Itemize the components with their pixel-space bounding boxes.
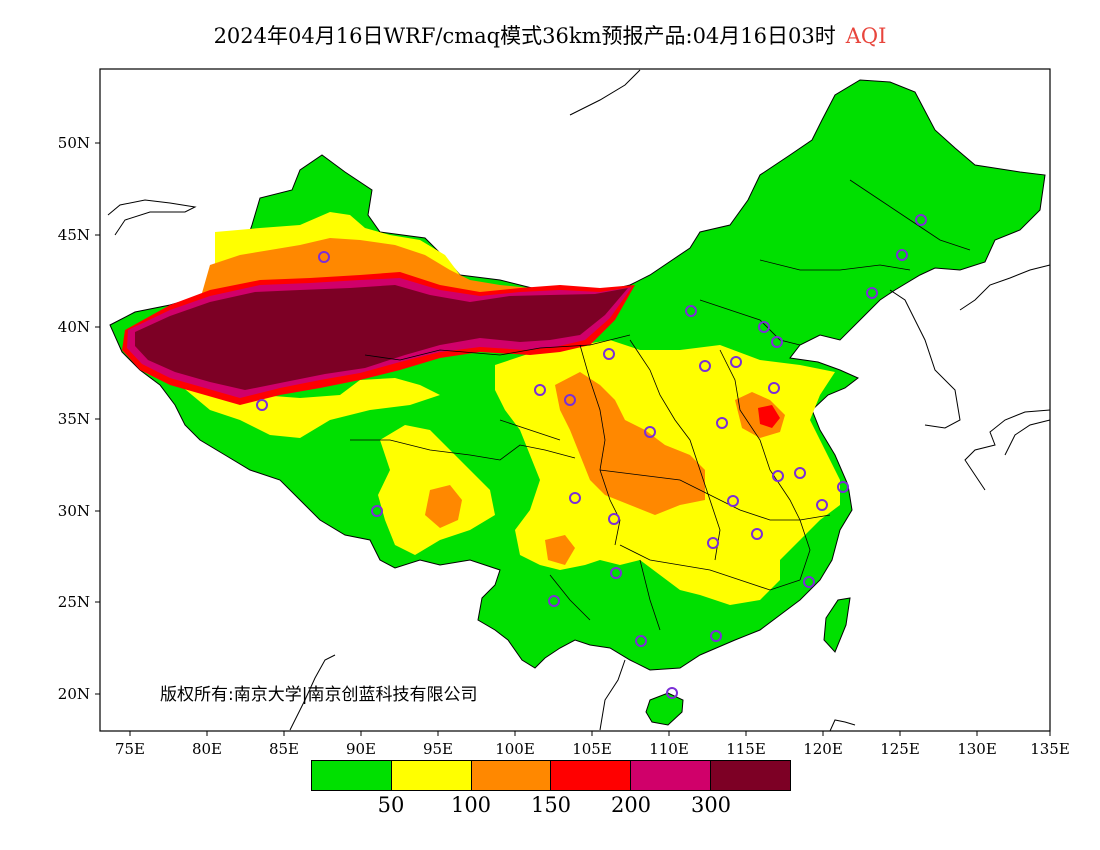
legend-swatch-unhealthy	[551, 761, 632, 790]
legend-label: 50	[377, 793, 405, 817]
station-marker	[915, 214, 927, 226]
region-unhealthy-spot	[758, 405, 780, 428]
region-sensitive-tibet	[425, 485, 462, 528]
station-marker	[727, 495, 739, 507]
station-marker	[666, 687, 678, 699]
station-marker	[716, 417, 728, 429]
legend-label: 200	[610, 793, 652, 817]
station-marker	[771, 336, 783, 348]
y-tick-label: 30N	[58, 502, 90, 520]
station-marker	[866, 287, 878, 299]
region-hazardous	[135, 285, 628, 390]
legend-swatch-sensitive	[471, 761, 552, 790]
y-tick-labels: 50N 45N 40N 35N 30N 25N 20N	[58, 134, 90, 703]
station-marker	[751, 528, 763, 540]
y-tick-label: 40N	[58, 318, 90, 336]
station-marker	[610, 567, 622, 579]
legend-label: 150	[530, 793, 572, 817]
coastlines	[107, 69, 1051, 732]
station-marker	[603, 348, 615, 360]
x-tick-label: 105E	[572, 740, 612, 758]
station-marker	[256, 399, 268, 411]
y-tick-label: 25N	[58, 593, 90, 611]
station-marker	[371, 505, 383, 517]
station-marker	[699, 360, 711, 372]
map-title: 2024年04月16日WRF/cmaq模式36km预报产品:04月16日03时 A…	[0, 20, 1100, 50]
station-marker	[794, 467, 806, 479]
x-tick-label: 90E	[346, 740, 376, 758]
station-marker	[564, 394, 576, 406]
x-tick-label: 75E	[115, 740, 145, 758]
station-marker	[758, 321, 770, 333]
station-marker	[896, 249, 908, 261]
station-marker	[685, 305, 697, 317]
station-marker	[534, 384, 546, 396]
station-marker	[707, 537, 719, 549]
station-marker	[816, 499, 828, 511]
region-sensitive-sichuan	[555, 372, 705, 515]
title-variable: AQI	[845, 24, 887, 48]
legend-label: 100	[450, 793, 492, 817]
legend-swatch-moderate	[391, 761, 472, 790]
y-axis	[95, 142, 100, 695]
legend-swatch-hazardous	[711, 761, 790, 790]
region-sensitive-yunnan	[545, 535, 575, 565]
legend-swatch-very-unhealthy	[631, 761, 712, 790]
station-markers	[256, 214, 927, 699]
station-marker	[768, 382, 780, 394]
x-tick-labels: 75E 80E 85E 90E 95E 100E 105E 110E 115E …	[115, 740, 1070, 758]
x-tick-label: 85E	[269, 740, 299, 758]
legend-label: 300	[690, 793, 732, 817]
station-marker	[569, 492, 581, 504]
y-tick-label: 45N	[58, 226, 90, 244]
x-tick-label: 130E	[957, 740, 997, 758]
region-moderate-southwest	[180, 378, 440, 438]
station-marker	[710, 630, 722, 642]
station-marker	[548, 595, 560, 607]
x-axis	[129, 731, 1051, 736]
province-boundaries	[350, 179, 971, 631]
y-tick-label: 35N	[58, 410, 90, 428]
color-legend	[311, 760, 791, 791]
station-marker	[644, 426, 656, 438]
hainan-island	[645, 692, 684, 726]
x-tick-label: 135E	[1030, 740, 1070, 758]
station-marker	[635, 635, 647, 647]
station-marker	[772, 470, 784, 482]
x-tick-label: 110E	[649, 740, 689, 758]
title-main: 2024年04月16日WRF/cmaq模式36km预报产品:04月16日03时	[213, 24, 836, 48]
station-marker	[803, 576, 815, 588]
x-tick-label: 100E	[495, 740, 535, 758]
x-tick-label: 115E	[726, 740, 766, 758]
taiwan-island	[823, 597, 851, 653]
map-frame-border	[99, 68, 1051, 732]
station-marker	[608, 513, 620, 525]
station-marker	[837, 481, 849, 493]
x-tick-label: 125E	[880, 740, 920, 758]
y-tick-label: 50N	[58, 134, 90, 152]
station-marker	[318, 251, 330, 263]
legend-swatch-good	[312, 761, 392, 790]
copyright-notice: 版权所有:南京大学|南京创蓝科技有限公司	[160, 685, 478, 705]
x-tick-label: 120E	[803, 740, 843, 758]
x-tick-label: 80E	[192, 740, 222, 758]
x-tick-label: 95E	[423, 740, 453, 758]
station-marker	[730, 356, 742, 368]
y-tick-label: 20N	[58, 685, 90, 703]
